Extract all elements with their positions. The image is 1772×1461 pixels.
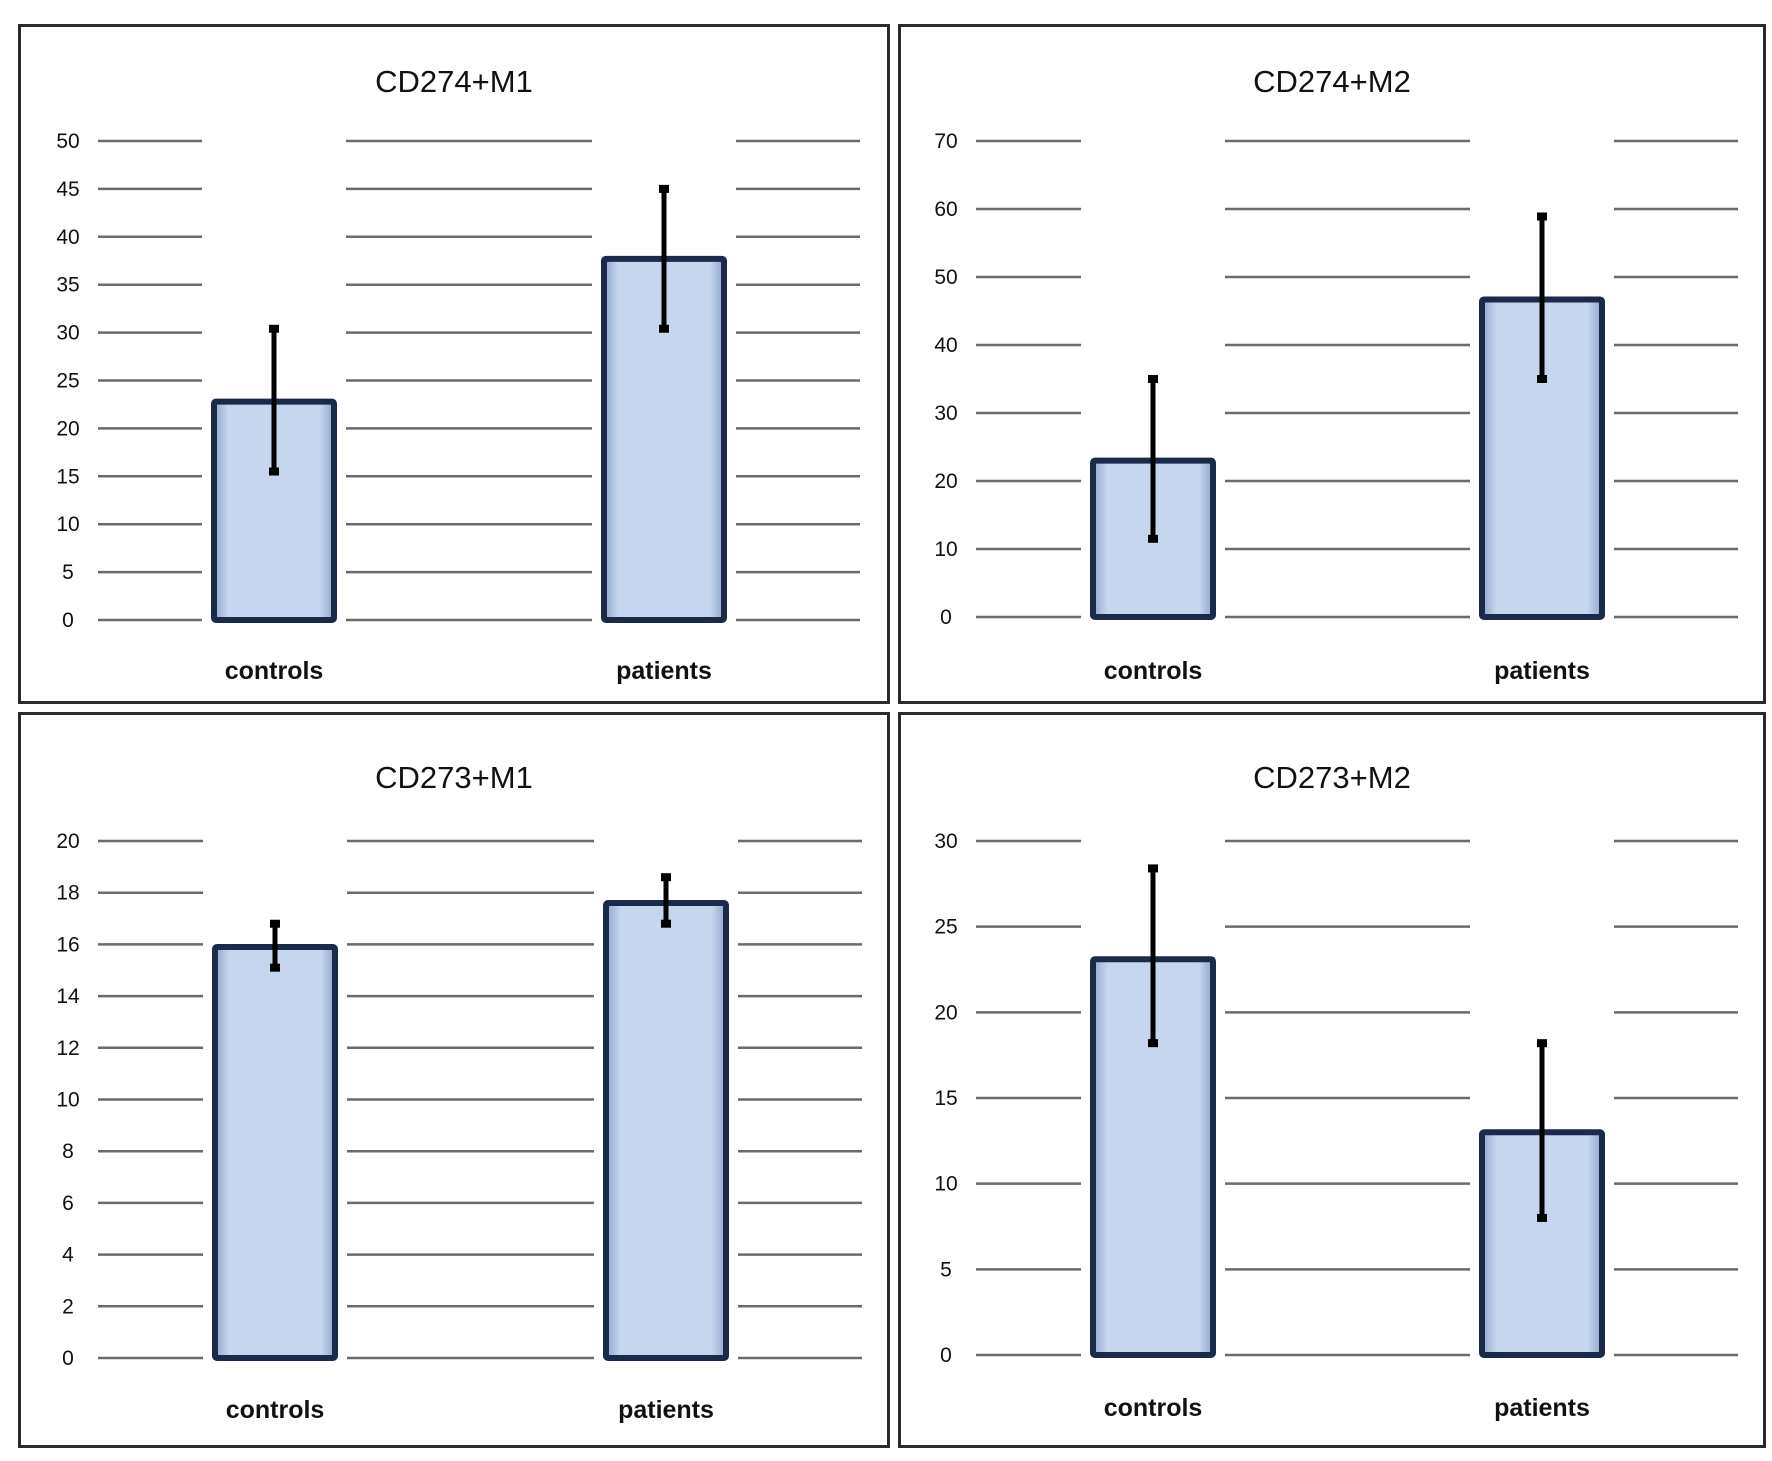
category-label-patients: patients: [618, 1396, 714, 1424]
y-tick-label: 50: [934, 266, 957, 289]
error-cap-low: [269, 467, 279, 476]
y-tick-label: 2: [62, 1295, 74, 1318]
y-tick-label: 6: [62, 1192, 74, 1215]
chart-panel-3: CD273+M1 0 2 4 6 8 10 12 14 16 18 20 controls patient…: [18, 712, 890, 1448]
error-cap-high: [269, 324, 279, 333]
chart-panel-4: CD273+M2 0 5 10 15 20 25 30 controls patients: [898, 712, 1766, 1448]
y-tick-label: 45: [56, 178, 79, 201]
chart-title: CD274+M2: [1253, 64, 1411, 99]
chart-panel-1: CD274+M1 0 5 10 15 20 25 30 35 40 45 50 controls pati…: [18, 24, 890, 704]
y-tick-label: 20: [934, 470, 957, 493]
y-tick-label: 0: [62, 609, 74, 632]
y-tick-label: 16: [56, 933, 79, 956]
y-tick-label: 40: [934, 334, 957, 357]
chart-panel-2: CD274+M2 0 10 20 30 40 50 60 70 controls patients: [898, 24, 1766, 704]
bar-patients: [603, 900, 729, 1361]
y-tick-label: 4: [62, 1244, 74, 1267]
category-label-controls: controls: [1104, 657, 1203, 685]
category-label-patients: patients: [1494, 1394, 1590, 1422]
bar-chart: CD273+M2 0 5 10 15 20 25 30 controls patients: [934, 760, 1738, 1422]
y-tick-label: 60: [934, 198, 957, 221]
y-tick-label: 30: [56, 322, 79, 345]
error-cap-high: [661, 873, 671, 882]
y-tick-label: 30: [934, 830, 957, 853]
error-cap-high: [1537, 212, 1547, 221]
category-label-patients: patients: [1494, 657, 1590, 685]
y-tick-label: 8: [62, 1140, 74, 1163]
y-tick-label: 0: [940, 606, 952, 629]
y-tick-label: 5: [62, 561, 74, 584]
y-tick-label: 20: [56, 830, 79, 853]
y-tick-label: 25: [934, 916, 957, 939]
category-label-controls: controls: [225, 657, 324, 685]
y-tick-label: 5: [940, 1258, 952, 1281]
chart-title: CD273+M1: [375, 760, 533, 795]
error-cap-low: [1148, 534, 1158, 543]
error-cap-low: [1537, 375, 1547, 383]
bar-controls: [212, 943, 338, 1362]
y-tick-label: 10: [934, 538, 957, 561]
error-cap-low: [1537, 1213, 1547, 1222]
category-label-controls: controls: [1104, 1394, 1203, 1422]
error-cap-high: [270, 919, 280, 928]
y-tick-label: 25: [56, 370, 79, 393]
category-label-controls: controls: [226, 1396, 325, 1424]
y-tick-label: 20: [934, 1001, 957, 1024]
y-tick-label: 15: [934, 1087, 957, 1110]
y-tick-label: 10: [934, 1173, 957, 1196]
y-tick-label: 30: [934, 402, 957, 425]
y-tick-label: 12: [56, 1037, 79, 1060]
category-label-patients: patients: [616, 657, 712, 685]
y-tick-label: 70: [934, 130, 957, 153]
chart-title: CD274+M1: [375, 64, 533, 99]
chart-title: CD273+M2: [1253, 760, 1411, 795]
error-cap-low: [1148, 1039, 1158, 1048]
y-tick-label: 35: [56, 274, 79, 297]
y-tick-label: 14: [56, 985, 80, 1008]
error-cap-high: [1148, 864, 1158, 873]
error-cap-low: [659, 324, 669, 333]
y-tick-label: 20: [56, 417, 79, 440]
error-cap-high: [1537, 1039, 1547, 1048]
y-tick-label: 40: [56, 226, 79, 249]
error-cap-high: [659, 184, 669, 193]
error-cap-low: [270, 963, 280, 972]
y-tick-label: 18: [56, 882, 79, 905]
bar-chart: CD273+M1 0 2 4 6 8 10 12 14 16 18 20 controls patient…: [56, 760, 862, 1424]
y-tick-label: 50: [56, 130, 79, 153]
error-cap-high: [1148, 375, 1158, 383]
y-tick-label: 10: [56, 1089, 79, 1112]
y-tick-label: 0: [62, 1347, 74, 1370]
error-cap-low: [661, 919, 671, 928]
y-tick-label: 15: [56, 465, 79, 488]
y-tick-label: 10: [56, 513, 79, 536]
bar-chart: CD274+M2 0 10 20 30 40 50 60 70 controls patients: [934, 64, 1738, 685]
bar-chart: CD274+M1 0 5 10 15 20 25 30 35 40 45 50 controls pati…: [56, 64, 860, 685]
y-tick-label: 0: [940, 1344, 952, 1367]
